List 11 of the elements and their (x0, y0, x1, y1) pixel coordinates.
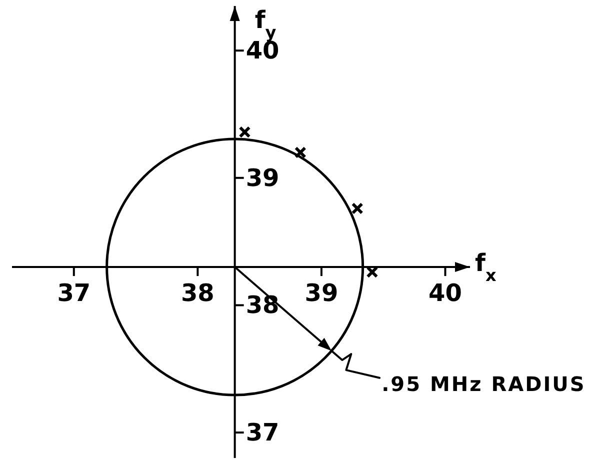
point (351, 202, 364, 214)
x-tick-label: 37 (57, 279, 91, 308)
annotation: .95 MHz RADIUS (382, 372, 586, 396)
point (294, 146, 306, 158)
x-tick-label: 40 (428, 279, 462, 308)
x-axis-title: f$_{x}$ (475, 249, 496, 286)
y-tick-label: 37 (246, 418, 280, 447)
x-tick-label: 39 (304, 279, 338, 308)
x-tick-label: 38 (180, 279, 214, 308)
y-tick-label: 39 (246, 164, 280, 192)
point (238, 126, 251, 138)
